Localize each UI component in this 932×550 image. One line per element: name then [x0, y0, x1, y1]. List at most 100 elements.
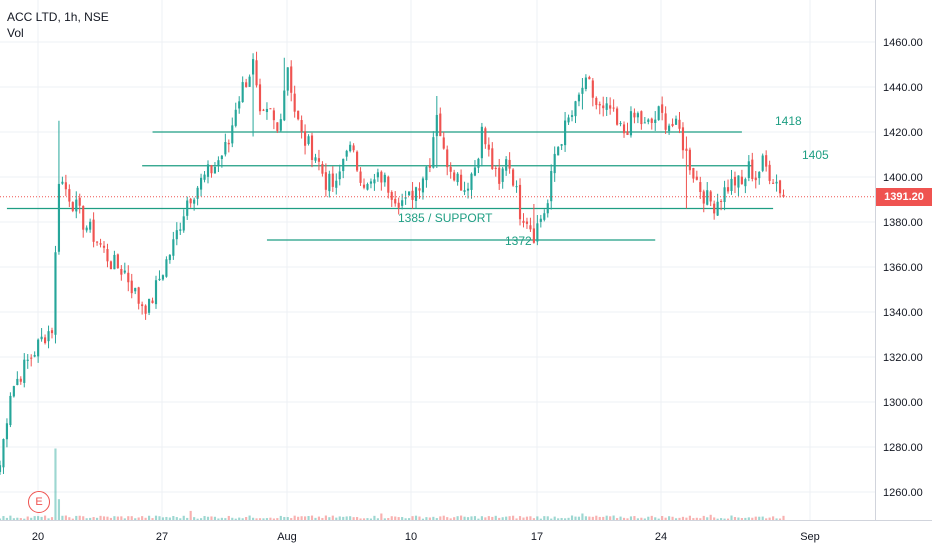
volume-bar — [262, 518, 265, 520]
volume-bar — [640, 517, 643, 520]
volume-bar — [688, 515, 691, 520]
candle-body — [37, 339, 40, 357]
candle-body — [227, 142, 230, 145]
candle-body — [265, 108, 269, 113]
volume-bar — [317, 516, 321, 520]
candle-body — [695, 176, 698, 180]
volume-bar — [581, 513, 584, 520]
candle-body — [397, 202, 400, 208]
candle-body — [442, 137, 445, 149]
volume-bar — [605, 515, 608, 520]
volume-bar — [217, 518, 220, 520]
volume-bar — [179, 518, 182, 520]
candle-body — [186, 200, 189, 216]
candle-body — [47, 331, 50, 342]
candle-body — [349, 144, 352, 152]
volume-bar — [453, 517, 456, 520]
candle-body — [0, 465, 2, 472]
volume-bar — [699, 518, 702, 520]
symbol-title[interactable]: ACC LTD, 1h, NSE — [7, 10, 109, 24]
candle-body — [435, 114, 438, 137]
candle-body — [120, 268, 123, 275]
candle-body — [494, 167, 497, 169]
earnings-marker[interactable]: E — [28, 491, 50, 513]
candle-body — [61, 181, 64, 184]
candle-body — [758, 171, 761, 179]
candle-body — [765, 155, 768, 167]
candle-body — [421, 178, 425, 193]
candle-body — [515, 186, 518, 188]
volume-bar — [123, 518, 126, 520]
candle-body — [231, 125, 234, 144]
volume-bar — [304, 516, 307, 520]
candle-body — [200, 177, 203, 190]
time-tick-label: 24 — [655, 531, 667, 543]
candle-body — [213, 167, 217, 174]
candle-body — [366, 184, 369, 190]
volume-bar — [491, 516, 494, 520]
candle-body — [68, 189, 71, 202]
volume-bar — [550, 518, 553, 520]
candle-body — [723, 187, 726, 202]
volume-bar — [213, 516, 217, 520]
candle-body — [394, 198, 397, 204]
volume-bar — [484, 517, 487, 520]
candle-body — [480, 126, 483, 159]
candle-body — [206, 164, 210, 177]
candle-body — [203, 174, 206, 180]
candle-body — [432, 137, 435, 168]
candle-body — [57, 183, 61, 252]
volume-label[interactable]: Vol — [7, 26, 24, 40]
volume-bar — [588, 516, 591, 520]
volume-bar — [373, 515, 376, 520]
volume-bar — [713, 517, 716, 520]
candle-body — [456, 173, 459, 183]
candle-body — [234, 109, 237, 126]
volume-bar — [546, 516, 549, 520]
candle-body — [390, 192, 393, 200]
candle-body — [95, 241, 99, 243]
candle-body — [761, 155, 764, 171]
candle-body — [106, 249, 109, 262]
last-price-tag: 1391.20 — [876, 188, 932, 206]
volume-bar — [650, 515, 653, 520]
candle-body — [262, 109, 265, 111]
volume-bar — [529, 516, 532, 520]
volume-bar — [283, 516, 286, 520]
candle-body — [217, 160, 220, 166]
volume-bar — [40, 516, 43, 520]
candle-body — [161, 275, 165, 280]
candle-body — [179, 229, 182, 231]
volume-bar — [671, 516, 674, 520]
level-lines[interactable] — [6, 131, 774, 241]
candle-body — [650, 118, 653, 123]
candle-body — [508, 159, 511, 169]
volume-bar — [68, 517, 71, 520]
price-axis[interactable]: 1460.00 1440.00 1420.00 1400.00 1380.00 1360.… — [883, 37, 923, 499]
candle-body — [182, 216, 185, 231]
candle-body — [331, 173, 334, 187]
volume-bar — [113, 516, 116, 520]
candle-body — [498, 167, 501, 184]
volume-bar — [512, 515, 515, 520]
level-label-1405: 1405 — [802, 148, 829, 162]
volume-bar — [616, 518, 619, 520]
volume-bar — [744, 517, 747, 520]
volume-bar — [560, 517, 563, 520]
candle-body — [453, 172, 456, 181]
volume-bar — [245, 516, 248, 520]
volume-bar — [71, 518, 74, 520]
volume-bar — [359, 518, 362, 520]
candle-body — [165, 259, 168, 277]
volume-bar — [414, 515, 418, 520]
volume-bar — [369, 518, 373, 520]
volume-bar — [657, 518, 660, 520]
volume-bar — [661, 515, 664, 520]
volume-bar — [421, 518, 425, 520]
volume-bar — [200, 518, 203, 520]
time-tick-label: 17 — [531, 531, 543, 543]
time-axis[interactable]: 20 27 Aug 10 17 24 Sep — [32, 531, 820, 543]
volume-bar — [730, 515, 733, 520]
price-tick-label: 1400.00 — [883, 172, 923, 184]
